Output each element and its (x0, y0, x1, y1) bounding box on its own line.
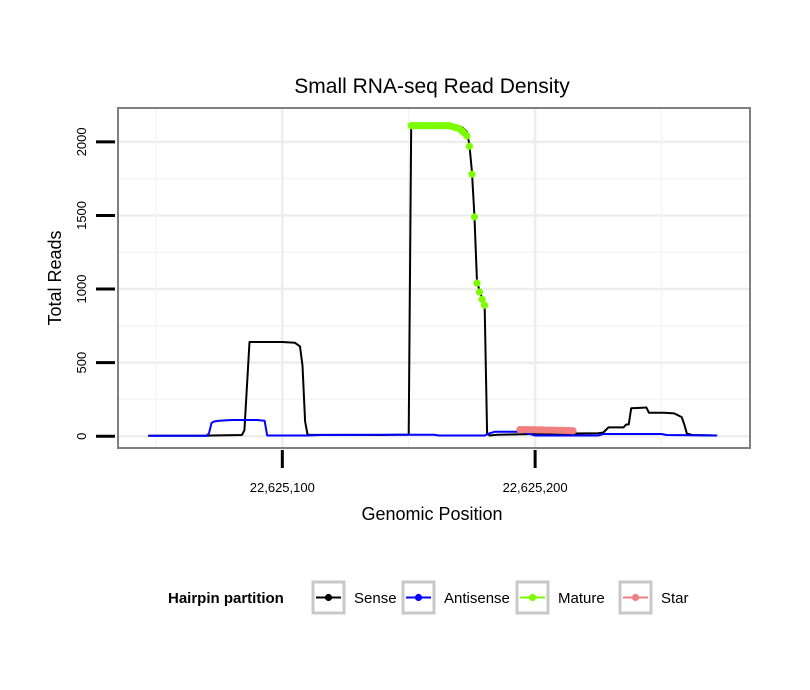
legend-title: Hairpin partition (168, 590, 284, 607)
grid (118, 108, 750, 448)
legend-label-mature: Mature (558, 590, 605, 607)
data-point-mature (468, 170, 476, 178)
series-line-sense (148, 124, 718, 437)
legend-label-sense: Sense (354, 590, 397, 607)
data-point-star (569, 427, 577, 435)
legend-dot-mature (528, 593, 537, 602)
data-point-mature (480, 301, 489, 309)
axes: 0 500 1000 1500 2000 22,625,100 22,625,200 (74, 127, 568, 495)
legend-dot-sense (324, 593, 333, 602)
data-point-mature (465, 142, 473, 150)
y-axis-label: Total Reads (45, 230, 65, 325)
data-point-mature (475, 288, 484, 296)
x-tick-label: 22,625,200 (503, 480, 568, 495)
legend-label-star: Star (661, 590, 689, 607)
x-tick-label: 22,625,100 (250, 480, 315, 495)
y-tick-label: 500 (74, 352, 89, 374)
data-point-mature (470, 213, 479, 221)
y-tick-label: 2000 (74, 127, 89, 156)
data-point-mature (478, 295, 486, 303)
x-axis-label: Genomic Position (361, 504, 502, 524)
legend-dot-antisense (414, 593, 423, 602)
legend-dot-star (631, 593, 640, 602)
chart-title: Small RNA-seq Read Density (294, 75, 570, 98)
data-point-mature (473, 279, 481, 287)
y-tick-label: 0 (74, 433, 89, 440)
y-tick-label: 1000 (74, 275, 89, 304)
plot-frame (117, 107, 751, 449)
legend: Hairpin partition Sense Antisense Mature St… (168, 580, 689, 615)
legend-label-antisense: Antisense (444, 590, 510, 607)
data-point-mature (463, 132, 471, 140)
series (148, 122, 718, 437)
series-line-antisense (148, 419, 718, 437)
y-tick-label: 1500 (74, 201, 89, 230)
